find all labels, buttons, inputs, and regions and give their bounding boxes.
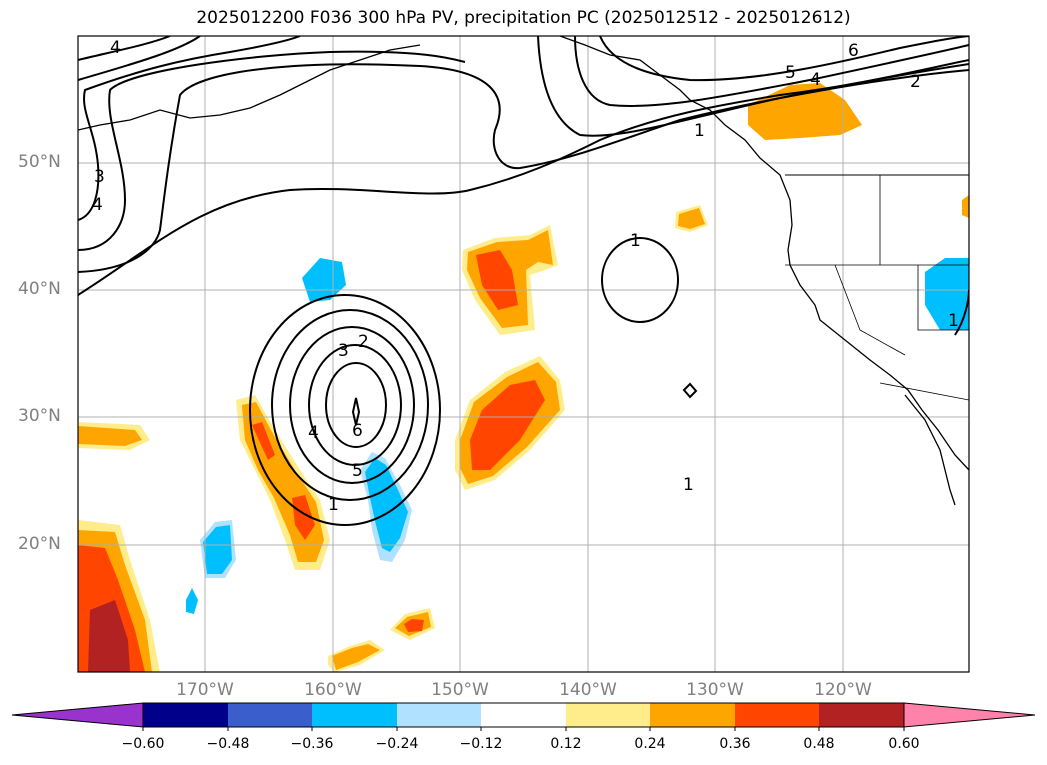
chart-title: 2025012200 F036 300 hPa PV, precipitatio… [196, 8, 851, 28]
colorbar-tick-label: 0.24 [634, 736, 666, 752]
contour-label: 2 [910, 72, 921, 92]
pv-contour-north [78, 36, 201, 81]
pv-contour-north [78, 36, 171, 61]
contour-label: 6 [352, 421, 363, 441]
lon-label: 130°W [686, 680, 744, 700]
colorbar-tick-label: −0.48 [206, 736, 250, 752]
colorbar-segment [735, 703, 819, 727]
precip-positive-region [748, 83, 862, 140]
precip-positive-region [332, 644, 380, 670]
precip-negative-region [203, 525, 232, 574]
colorbar-tick-label: −0.36 [290, 736, 334, 752]
precip-negative-region [365, 458, 408, 552]
contour-label: 1 [630, 231, 641, 251]
pv-contour-5 [325, 362, 387, 448]
precip-negative-region [302, 258, 346, 302]
colorbar-tick-label: −0.24 [375, 736, 419, 752]
lat-label: 50°N [18, 152, 61, 172]
colorbar-segment [143, 703, 228, 727]
pv-contour-north [78, 36, 301, 221]
precip-positive-region [88, 600, 130, 672]
pv-contour-1 [249, 294, 441, 526]
colorbar-segment [819, 703, 904, 727]
colorbar-tick-label: −0.12 [459, 736, 503, 752]
precip-negative-region [186, 588, 198, 614]
contour-label: 1 [694, 121, 705, 141]
pv-contour-north [574, 36, 969, 107]
colorbar [11, 702, 1036, 731]
precip-negative-region [925, 258, 969, 330]
colorbar-tick-label: −0.60 [121, 736, 165, 752]
lat-label: 40°N [18, 279, 61, 299]
precip-positive-region [470, 380, 545, 470]
colorbar-tick-label: 0.60 [888, 736, 920, 752]
pv-contour-4 [308, 344, 402, 466]
colorbar-segment [397, 703, 481, 727]
pv-contour-small [601, 237, 679, 323]
pv-contour-north [599, 36, 969, 82]
colorbar-segment [566, 703, 650, 727]
colorbar-extend-right [903, 702, 1036, 728]
precip-positive-region [404, 619, 424, 632]
contour-label: 2 [358, 332, 369, 352]
lat-label: 20°N [18, 534, 61, 554]
pv-contour-2 [271, 309, 429, 501]
colorbar-tick-label: 0.12 [550, 736, 582, 752]
lon-label: 160°W [304, 680, 362, 700]
precip-positive-region [678, 208, 705, 229]
lon-label: 120°W [814, 680, 872, 700]
precip-positive-region [252, 422, 275, 460]
map-plot-area: 4 5 6 5 4 2 3 4 1 1 2 3 6 4 1 1 1 [78, 36, 969, 672]
contour-label: 1 [683, 475, 694, 495]
colorbar-segment [481, 703, 566, 727]
precip-positive-region [962, 195, 969, 218]
lon-label: 140°W [559, 680, 617, 700]
pv-contour-small [682, 382, 698, 399]
lon-label: 170°W [176, 680, 234, 700]
map-frame [77, 35, 970, 673]
pv-contour-north [78, 63, 969, 273]
coastlines [78, 36, 969, 506]
colorbar-segment [650, 703, 735, 727]
pv-contour-north [78, 50, 466, 251]
lat-label: 30°N [18, 406, 61, 426]
colorbar-segment [228, 703, 312, 727]
pv-contour-3 [289, 326, 415, 484]
pv-contours [78, 36, 969, 526]
contour-label: 3 [94, 167, 105, 187]
map-gridlines [78, 36, 969, 672]
precip-positive-region [476, 250, 518, 310]
contour-label: 1 [328, 495, 339, 515]
precipitation-shading [78, 83, 969, 672]
colorbar-tick-label: 0.48 [803, 736, 835, 752]
contour-label: 5 [352, 461, 363, 481]
pv-contour-north [537, 36, 969, 137]
pv-contour-6 [351, 397, 361, 426]
contour-label: 1 [948, 311, 959, 331]
lon-label: 150°W [431, 680, 489, 700]
contour-label: 4 [110, 38, 121, 58]
colorbar-extend-left [11, 702, 144, 728]
contour-label: 4 [810, 70, 821, 90]
contour-label: 4 [308, 423, 319, 443]
contour-label: 4 [92, 195, 103, 215]
precip-positive-region [292, 495, 315, 540]
contour-labels: 4 5 6 5 4 2 3 4 1 1 2 3 6 4 1 1 1 [92, 38, 959, 515]
colorbar-segment [312, 703, 397, 727]
contour-label: 6 [848, 41, 859, 61]
contour-label: 3 [338, 341, 349, 361]
colorbar-tick-label: 0.36 [719, 736, 751, 752]
precip-positive-region [78, 426, 142, 446]
pv-contour-north [78, 59, 969, 296]
contour-label: 5 [785, 63, 796, 83]
